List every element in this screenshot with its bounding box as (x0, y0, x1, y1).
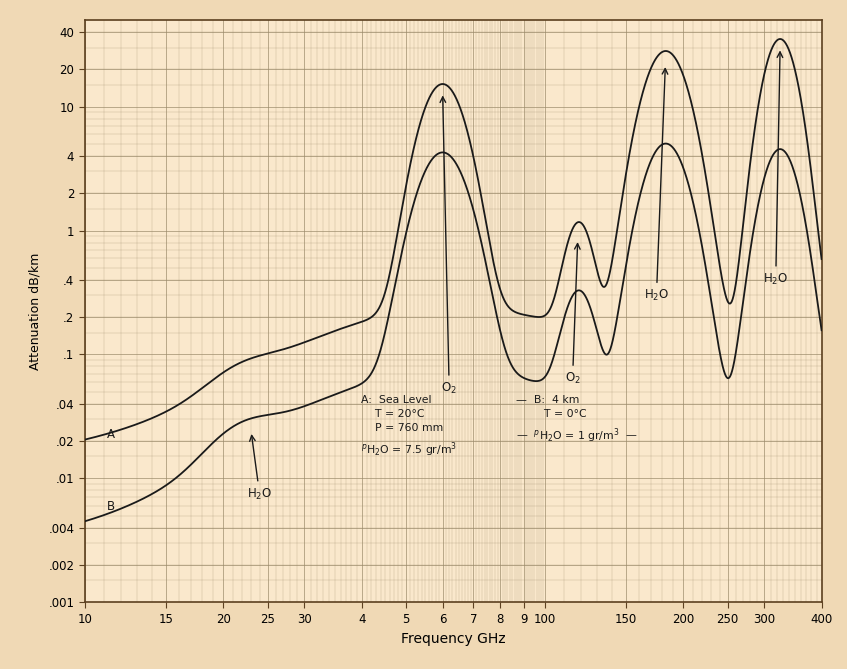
Text: A: A (108, 428, 115, 442)
Text: O$_2$: O$_2$ (565, 244, 580, 386)
Text: —  B:  4 km
        T = 0°C
—  $^p$H$_2$O = 1 gr/m$^3$  —: — B: 4 km T = 0°C — $^p$H$_2$O = 1 gr/m$… (516, 395, 637, 445)
Text: H$_2$O: H$_2$O (644, 68, 669, 303)
Text: B: B (108, 500, 115, 513)
Text: H$_2$O: H$_2$O (247, 436, 272, 502)
Text: H$_2$O: H$_2$O (763, 52, 789, 286)
Text: O$_2$: O$_2$ (440, 97, 457, 396)
Y-axis label: Attenuation dB/km: Attenuation dB/km (28, 252, 42, 370)
Text: A:  Sea Level
    T = 20°C
    P = 760 mm
$^p$H$_2$O = 7.5 gr/m$^3$: A: Sea Level T = 20°C P = 760 mm $^p$H$_… (361, 395, 457, 459)
X-axis label: Frequency GHz: Frequency GHz (401, 632, 506, 646)
